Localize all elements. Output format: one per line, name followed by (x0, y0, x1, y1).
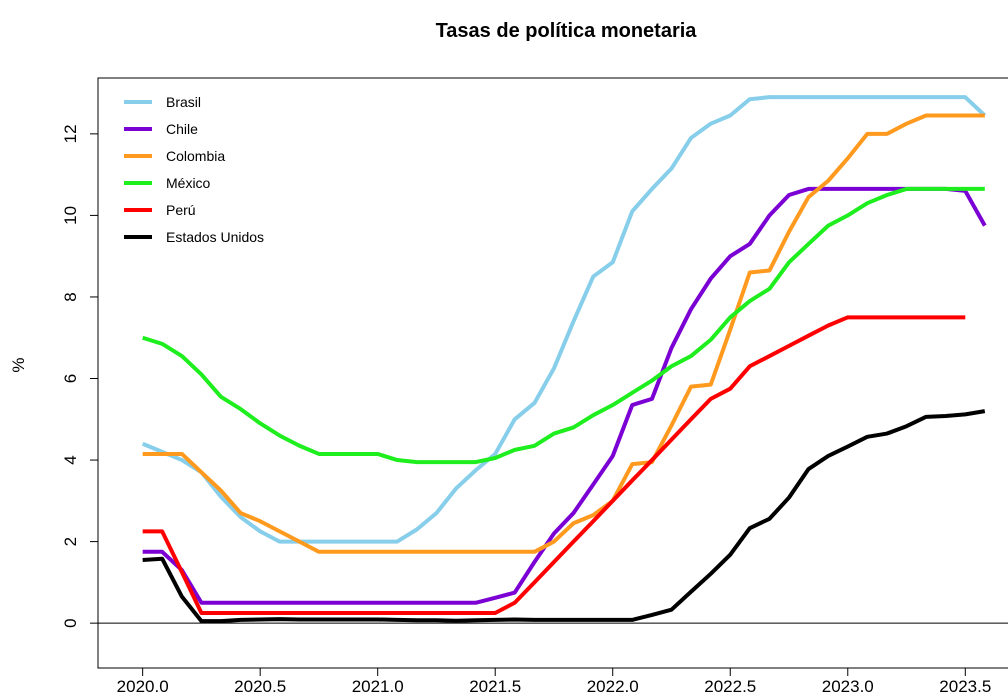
series-line (142, 113, 985, 554)
legend-label: Chile (166, 121, 198, 137)
y-tick-label: 2 (61, 537, 80, 546)
y-axis-label: % (9, 357, 28, 372)
y-tick-label: 8 (61, 292, 80, 301)
legend-label: Colombia (166, 148, 225, 164)
legend-label: Perú (166, 202, 196, 218)
y-tick-label: 12 (61, 124, 80, 143)
series-line (142, 409, 986, 624)
x-tick-label: 2022.0 (587, 677, 639, 693)
legend-label: Estados Unidos (166, 229, 264, 245)
y-tick-label: 4 (61, 455, 80, 464)
series-line (142, 186, 985, 465)
y-tick-label: 0 (61, 618, 80, 627)
series-line (142, 315, 966, 615)
x-tick-label: 2023.0 (822, 677, 874, 693)
legend-label: Brasil (166, 94, 201, 110)
x-tick-label: 2022.5 (704, 677, 756, 693)
x-tick-label: 2021.5 (469, 677, 521, 693)
y-tick-label: 6 (61, 374, 80, 383)
series-line (141, 95, 987, 544)
x-tick-label: 2020.0 (117, 677, 169, 693)
series-line (142, 186, 987, 605)
x-tick-label: 2021.0 (352, 677, 404, 693)
legend-label: México (166, 175, 211, 191)
x-tick-label: 2023.5 (939, 677, 991, 693)
chart-title: Tasas de política monetaria (436, 20, 698, 42)
x-tick-label: 2020.5 (234, 677, 286, 693)
legend: Brasil Chile Colombia México Perú Estados Uni… (124, 94, 264, 245)
y-tick-label: 10 (61, 206, 80, 225)
